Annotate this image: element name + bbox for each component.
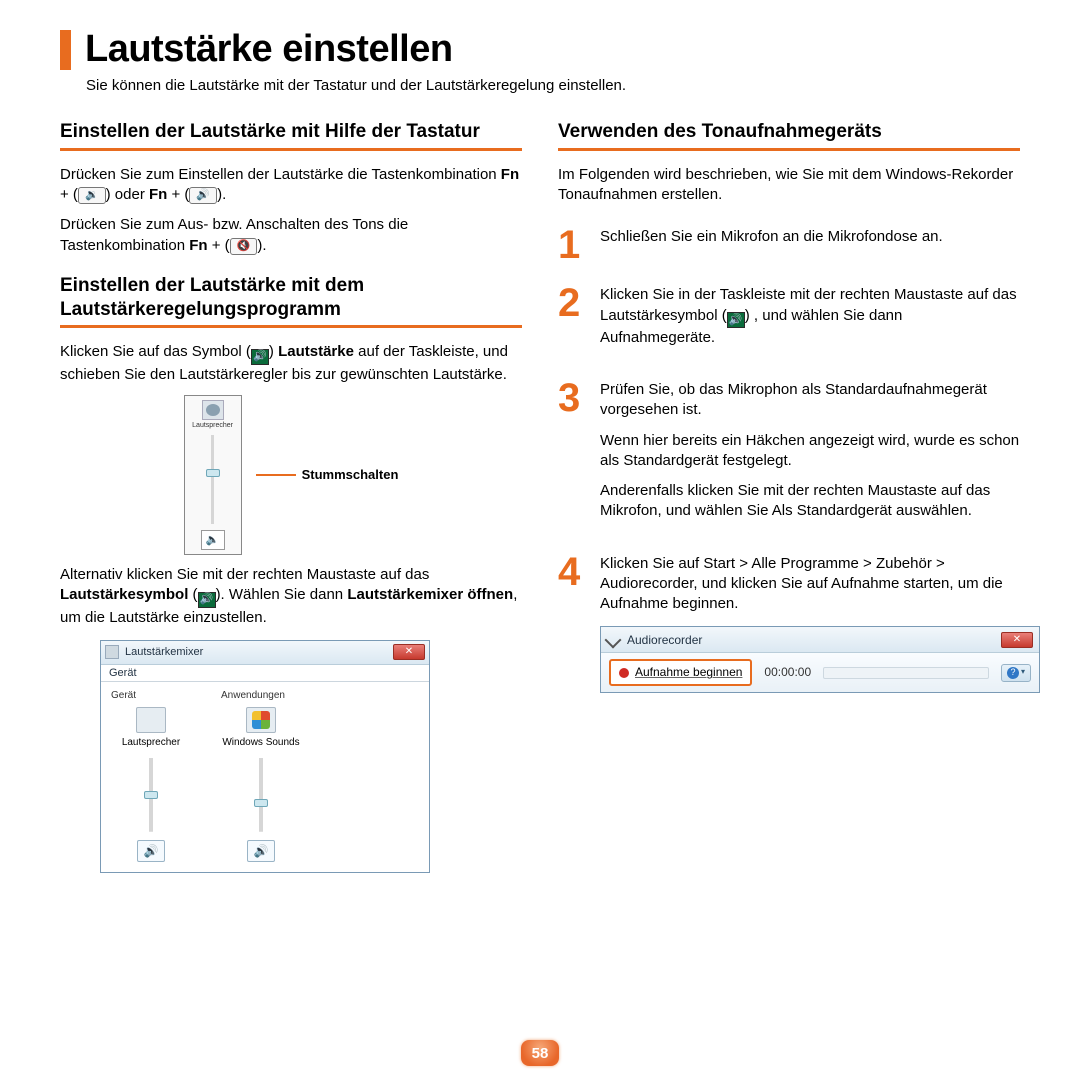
keyboard-para-2: Drücken Sie zum Aus- bzw. Anschalten des…: [60, 215, 522, 256]
record-start-button[interactable]: Aufnahme beginnen: [609, 659, 752, 685]
volume-icon: 🔊: [727, 312, 745, 328]
mixer-dev-name: Lautsprecher: [122, 737, 180, 749]
mixer-thumb-1[interactable]: [144, 791, 158, 799]
mixer-mute-1[interactable]: 🔊: [137, 840, 165, 862]
volume-icon: 🔊: [251, 349, 269, 365]
record-icon: [619, 668, 629, 678]
program-para-1: Klicken Sie auf das Symbol (🔊) Lautstärk…: [60, 342, 522, 385]
step-4-text: Klicken Sie auf Start > Alle Programme >…: [600, 554, 1040, 693]
section-recorder-title: Verwenden des Tonaufnahmegeräts: [558, 120, 1020, 144]
step-2-text: Klicken Sie in der Taskleiste mit der re…: [600, 285, 1020, 358]
key-vol-up-icon: 🔊: [189, 187, 217, 204]
chevron-down-icon: ▾: [1021, 667, 1025, 678]
section-keyboard-title: Einstellen der Lautstärke mit Hilfe der …: [60, 120, 522, 144]
mute-callout-label: Stummschalten: [302, 467, 399, 482]
keyboard-para-1: Drücken Sie zum Einstellen der Lautstärk…: [60, 165, 522, 206]
mixer-cat-apps: Anwendungen: [221, 690, 285, 701]
mixer-mute-2[interactable]: 🔊: [247, 840, 275, 862]
mute-button[interactable]: 🔈: [201, 530, 225, 550]
volume-slider[interactable]: [208, 435, 218, 524]
mixer-menu[interactable]: Gerät: [101, 665, 429, 682]
step-number-1: 1: [558, 227, 586, 263]
help-icon: ?: [1007, 667, 1019, 679]
intro-text: Sie können die Lautstärke mit der Tastat…: [86, 77, 1020, 94]
section-rule: [558, 148, 1020, 151]
title-accent: [60, 30, 71, 70]
page-number-badge: 58: [521, 1040, 559, 1066]
step-number-4: 4: [558, 554, 586, 590]
recorder-title: Audiorecorder: [627, 632, 995, 648]
step-number-2: 2: [558, 285, 586, 321]
speaker-icon: [136, 707, 166, 733]
page-title: Lautstärke einstellen: [85, 28, 453, 71]
section-program-title: Einstellen der Lautstärke mit dem Lautst…: [60, 274, 522, 322]
mixer-window: Lautstärkemixer ✕ Gerät Gerät Lautsprech…: [100, 640, 430, 873]
mixer-titlebar: Lautstärkemixer ✕: [101, 641, 429, 665]
mixer-cat-device: Gerät: [111, 690, 136, 701]
mixer-title: Lautstärkemixer: [125, 646, 387, 658]
program-para-2: Alternativ klicken Sie mit der rechten M…: [60, 565, 522, 628]
close-icon[interactable]: ✕: [393, 644, 425, 660]
section-rule: [60, 148, 522, 151]
mixer-app-icon: [105, 645, 119, 659]
step-3-text: Prüfen Sie, ob das Mikrophon als Standar…: [600, 380, 1020, 532]
section-rule: [60, 325, 522, 328]
callout-line: [256, 474, 296, 476]
windows-icon: [246, 707, 276, 733]
volume-slider-thumb[interactable]: [206, 469, 220, 477]
step-number-3: 3: [558, 380, 586, 416]
close-icon[interactable]: ✕: [1001, 632, 1033, 648]
speaker-device-label: Lautsprecher: [192, 422, 233, 429]
key-mute-icon: 🔇: [230, 238, 258, 255]
step-1-text: Schließen Sie ein Mikrofon an die Mikrof…: [600, 227, 1020, 257]
record-time: 00:00:00: [764, 664, 811, 680]
volume-popup: Lautsprecher 🔈: [184, 395, 242, 555]
microphone-icon: [605, 631, 622, 648]
mixer-slider-2[interactable]: [255, 758, 267, 832]
key-vol-down-icon: 🔉: [78, 187, 106, 204]
mixer-app-name: Windows Sounds: [222, 737, 299, 749]
audiorecorder-window: Audiorecorder ✕ Aufnahme beginnen 00:00:…: [600, 626, 1040, 692]
mute-callout: Stummschalten: [256, 467, 399, 482]
recorder-intro: Im Folgenden wird beschrieben, wie Sie m…: [558, 165, 1020, 206]
volume-icon: 🔊: [198, 592, 216, 608]
recorder-titlebar: Audiorecorder ✕: [601, 627, 1039, 653]
mixer-thumb-2[interactable]: [254, 799, 268, 807]
mixer-slider-1[interactable]: [145, 758, 157, 832]
help-dropdown[interactable]: ? ▾: [1001, 664, 1031, 682]
speaker-device-icon: [202, 400, 224, 420]
record-button-label: Aufnahme beginnen: [635, 664, 742, 680]
record-meter: [823, 667, 989, 679]
